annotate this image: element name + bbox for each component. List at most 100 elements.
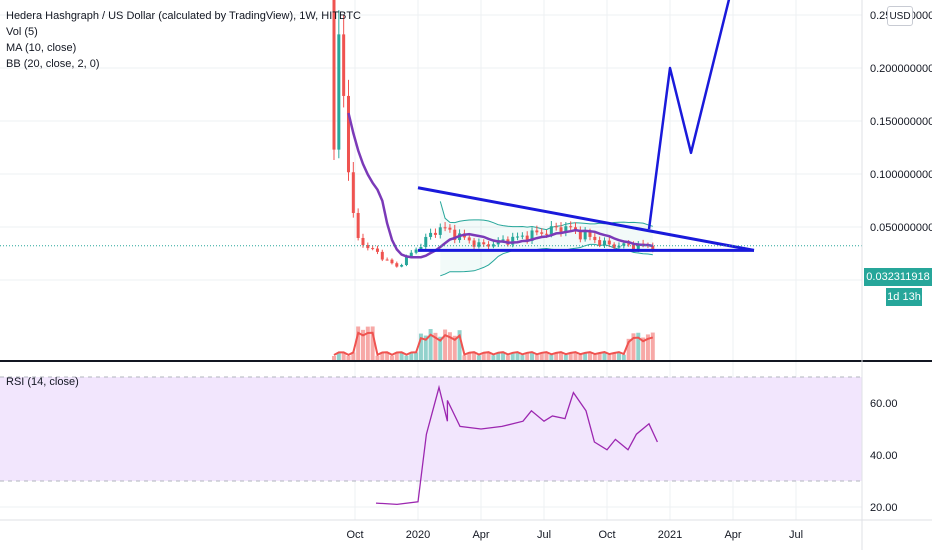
- time-tick-label: 2020: [406, 529, 430, 541]
- volume-bar: [549, 355, 554, 360]
- candle-body: [491, 244, 495, 247]
- volume-bar: [462, 355, 467, 360]
- volume-bar: [559, 352, 564, 360]
- volume-bar: [467, 352, 472, 360]
- candle-body: [361, 237, 365, 246]
- candle-body: [511, 236, 515, 245]
- candle-body: [467, 237, 471, 241]
- price-tick-label: 0.050000000: [870, 222, 932, 234]
- volume-bar: [501, 352, 506, 360]
- candle-body: [448, 227, 452, 230]
- candle-body: [554, 226, 558, 228]
- candle-body: [438, 227, 442, 235]
- price-tick-label: 0.200000000: [870, 63, 932, 75]
- candle-body: [443, 227, 447, 229]
- legend-rsi[interactable]: RSI (14, close): [6, 376, 79, 388]
- volume-bar: [365, 326, 370, 360]
- candle-body: [482, 242, 486, 245]
- volume-bar: [428, 329, 433, 360]
- volume-bar: [602, 352, 607, 360]
- volume-bar: [573, 352, 578, 360]
- volume-bar: [645, 334, 650, 360]
- volume-bar: [597, 353, 602, 360]
- candle-body: [622, 243, 626, 246]
- candle-body: [385, 259, 389, 261]
- candle-body: [400, 265, 404, 267]
- volume-bar: [476, 355, 481, 360]
- volume-bar: [505, 355, 510, 360]
- legend-ma[interactable]: MA (10, close): [6, 42, 77, 54]
- bollinger-bands: [439, 201, 653, 277]
- volume-bar: [491, 355, 496, 360]
- volume-bar: [563, 354, 568, 360]
- candle-body: [346, 95, 350, 173]
- candle-body: [593, 236, 597, 241]
- legend-bb[interactable]: BB (20, close, 2, 0): [6, 58, 100, 70]
- volume-bar: [414, 352, 419, 360]
- candle-body: [366, 245, 370, 249]
- volume-bar: [578, 354, 583, 360]
- time-tick-label: Oct: [346, 529, 363, 541]
- time-tick-label: Apr: [472, 529, 489, 541]
- volume-bar: [438, 336, 443, 360]
- volume-bar: [409, 352, 414, 360]
- candle-body: [559, 227, 563, 233]
- volume-bar: [481, 352, 486, 360]
- volume-bar: [423, 335, 428, 360]
- volume-bar: [447, 332, 452, 360]
- currency-button[interactable]: USD: [887, 6, 913, 26]
- bb-upper: [439, 201, 653, 231]
- volume-bar: [346, 355, 351, 360]
- bb-lower: [440, 243, 653, 277]
- legend-title: Hedera Hashgraph / US Dollar (calculated…: [6, 10, 361, 22]
- candle-body: [429, 232, 433, 237]
- volume-bar: [539, 353, 544, 360]
- candle-body: [530, 230, 534, 241]
- volume-bar: [631, 333, 636, 360]
- volume-bar: [525, 353, 530, 360]
- rsi-line: [375, 384, 658, 506]
- candle-body: [617, 245, 621, 248]
- candle-body: [574, 227, 577, 231]
- candle-body: [337, 34, 341, 150]
- candle-body: [545, 233, 549, 235]
- ma-line: [347, 112, 654, 259]
- time-tick-label: Apr: [724, 529, 741, 541]
- drawing-layer[interactable]: [417, 0, 755, 252]
- volume-bar: [452, 335, 457, 360]
- candle-body: [520, 235, 524, 237]
- legend-volume[interactable]: Vol (5): [6, 26, 38, 38]
- volume-bar: [515, 352, 520, 360]
- price-tick-label: 0.150000000: [870, 116, 932, 128]
- candle-body: [525, 235, 529, 241]
- time-tick-label: 2021: [658, 529, 682, 541]
- volume-bar: [375, 355, 380, 360]
- rsi-band: [0, 377, 862, 481]
- candle-body: [549, 226, 553, 235]
- candle-body: [602, 240, 606, 246]
- candle-body: [501, 239, 505, 241]
- candle-body: [390, 259, 394, 264]
- volume-bar: [607, 354, 612, 360]
- volume-bar: [433, 332, 438, 360]
- candle-body: [535, 230, 539, 233]
- legend: Hedera Hashgraph / US Dollar (calculated…: [6, 8, 361, 72]
- candle-body: [487, 244, 491, 247]
- candle-body: [380, 251, 384, 260]
- volume-bar: [612, 353, 617, 360]
- candle-body: [409, 252, 413, 257]
- volume-bar: [530, 352, 535, 360]
- volume-ma-line: [333, 331, 654, 357]
- last-price-tag: 0.032311918: [864, 268, 932, 286]
- bar-countdown-tag: 1d 13h: [886, 288, 922, 306]
- triangle-upper-line: [417, 186, 755, 252]
- candle-body: [651, 245, 655, 250]
- volume-bar: [370, 326, 375, 360]
- volume-bar: [534, 355, 539, 360]
- volume-bar: [351, 352, 356, 360]
- candle-body: [419, 247, 423, 250]
- volume-bar: [389, 355, 394, 360]
- volume-bar: [583, 353, 588, 360]
- rsi-tick-label: 20.00: [870, 502, 898, 514]
